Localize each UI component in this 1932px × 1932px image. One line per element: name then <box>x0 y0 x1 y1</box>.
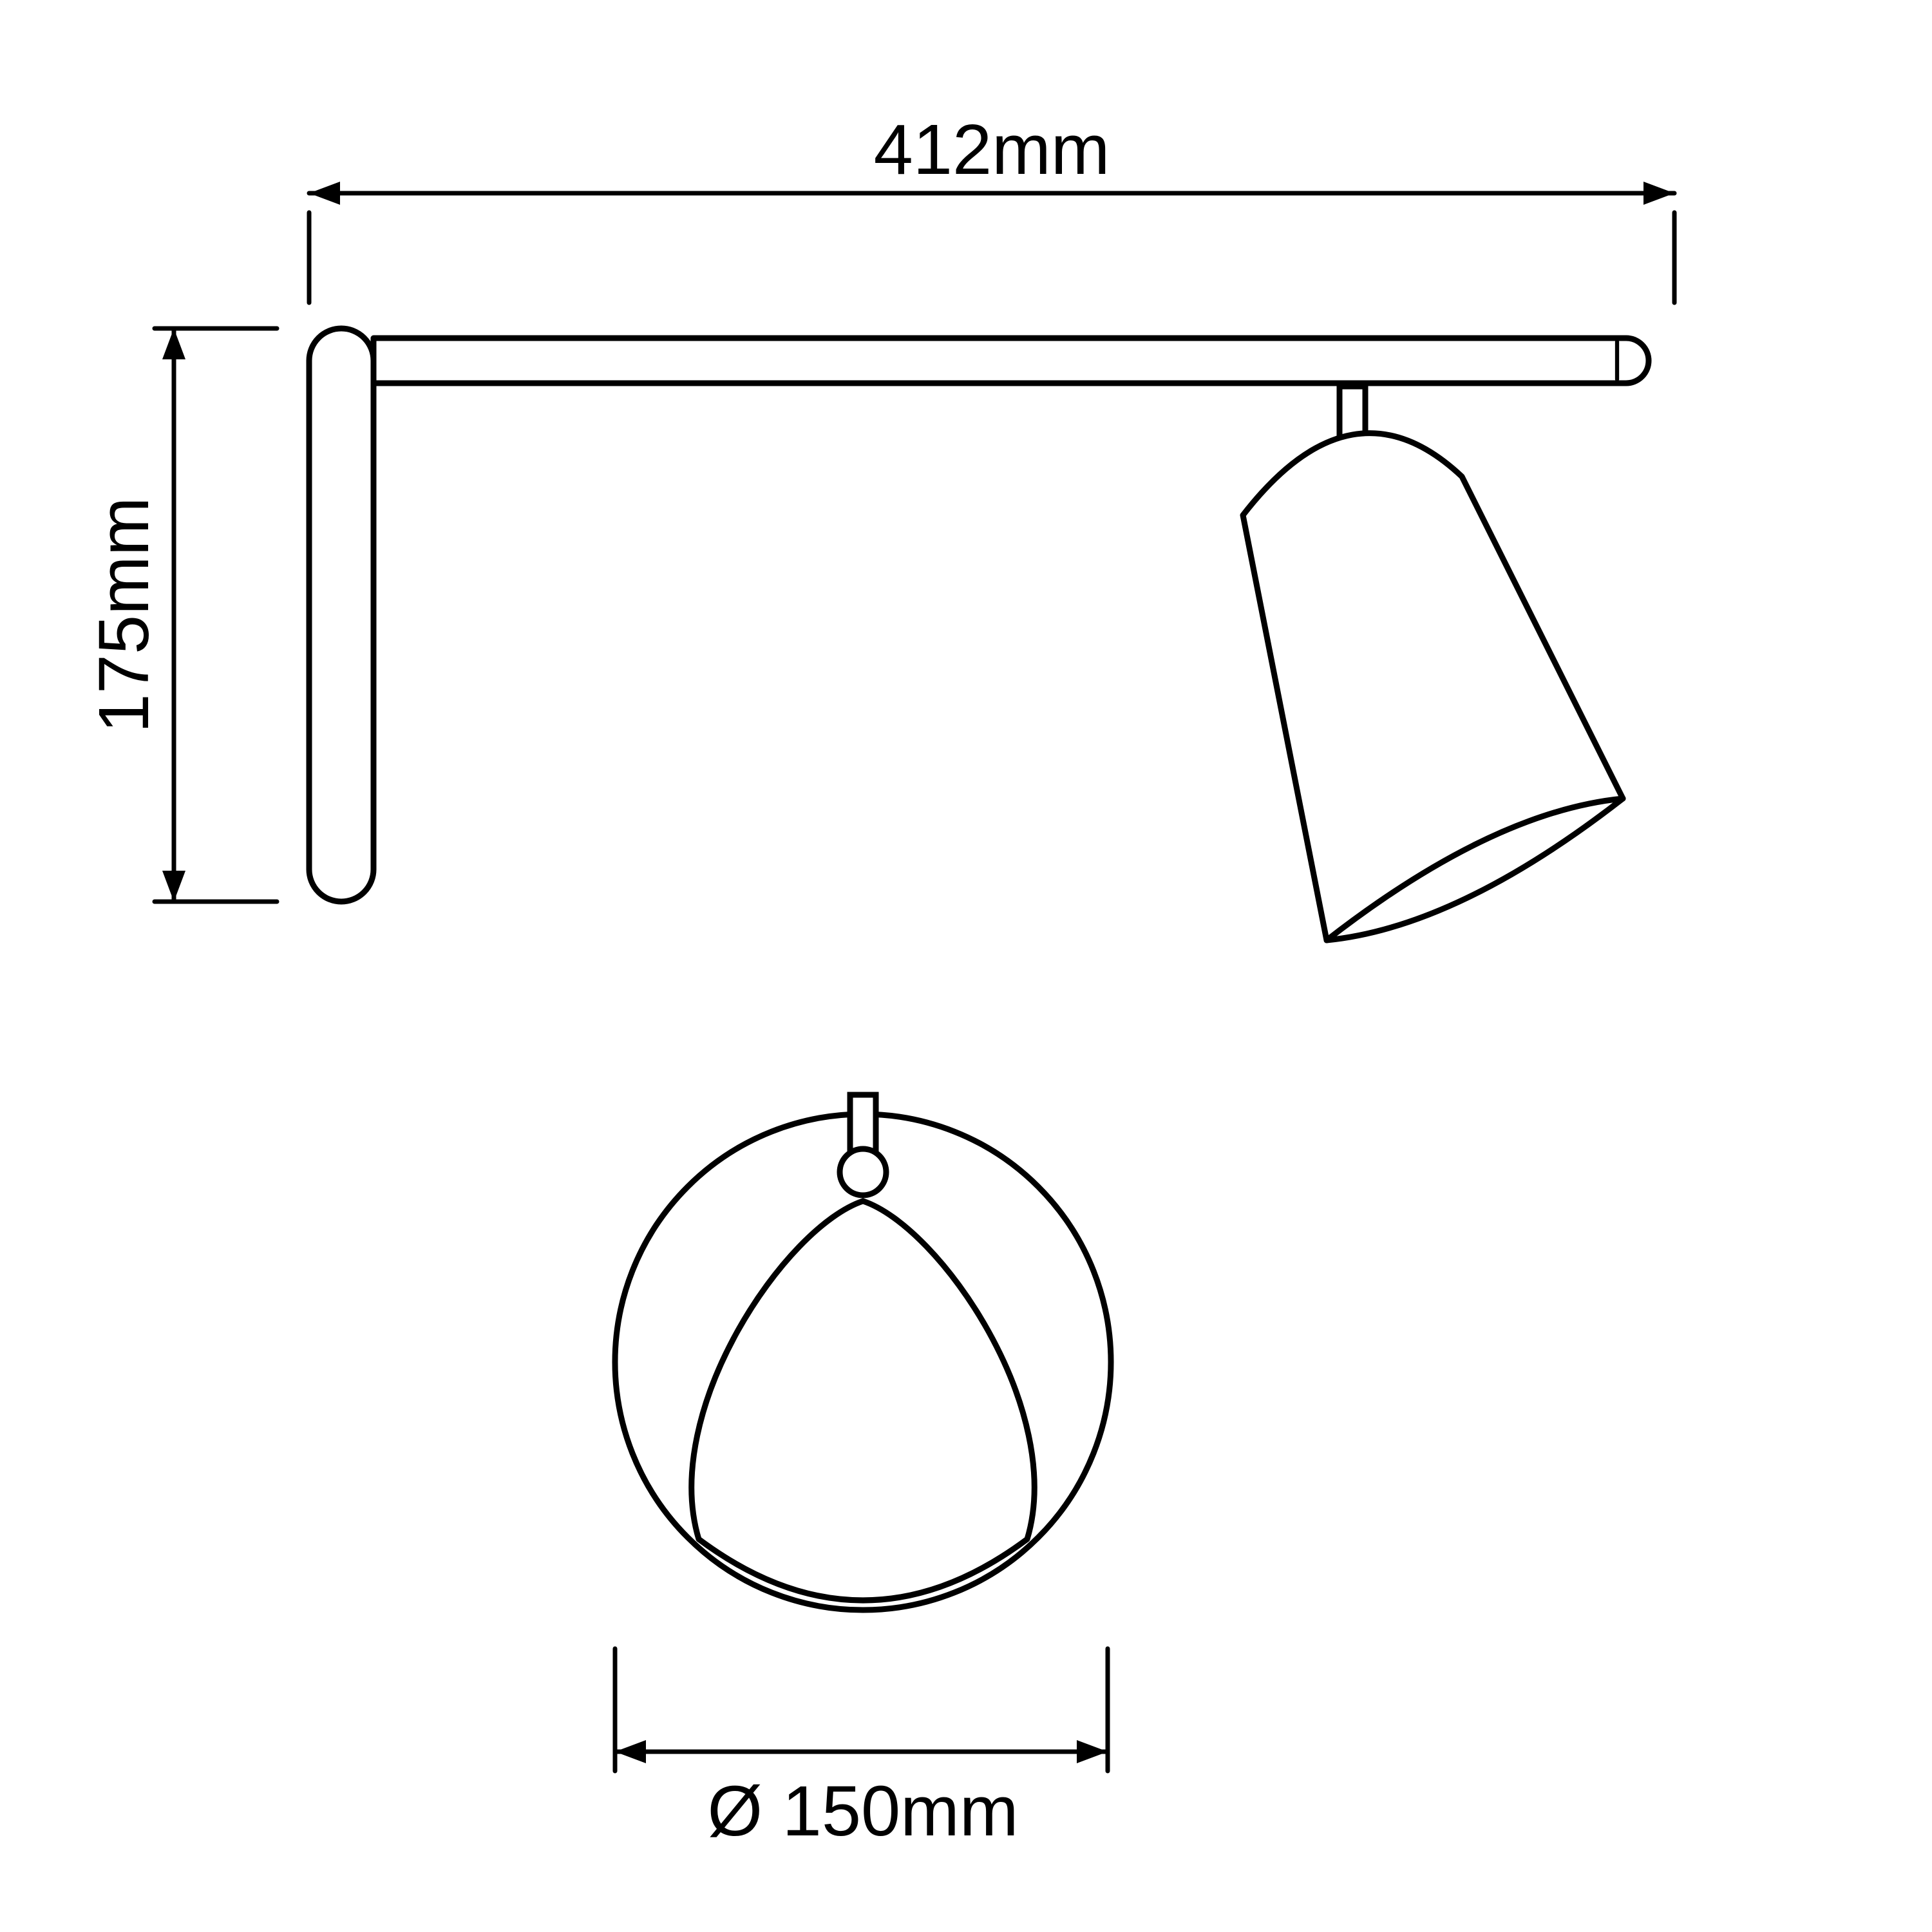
dimension-label: 412mm <box>874 110 1110 189</box>
dimension-label: 175mm <box>84 497 164 734</box>
dimension-label: Ø 150mm <box>708 1772 1019 1851</box>
